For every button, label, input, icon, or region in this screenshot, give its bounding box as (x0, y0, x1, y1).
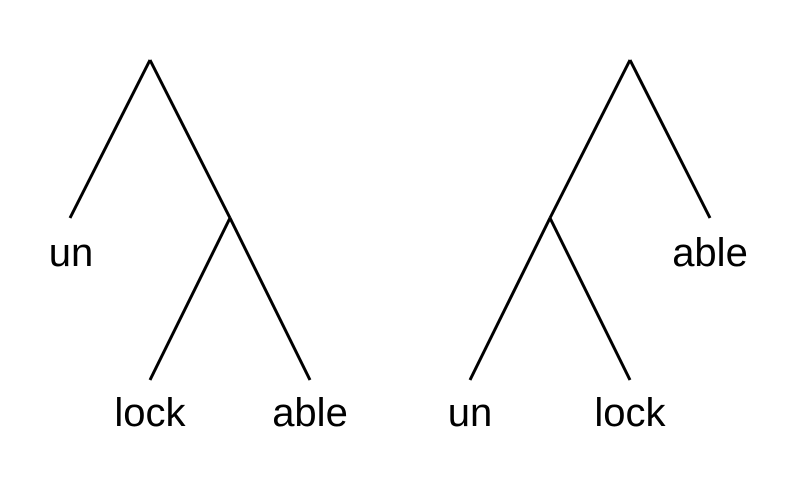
leaf-label-lock: lock (114, 391, 186, 435)
edge-inner-node-to-lock (548, 217, 632, 381)
leaf-label-un: un (49, 231, 94, 275)
edge-inner-node-to-lock (148, 217, 232, 381)
leaf-label-able: able (672, 231, 748, 275)
tree-right: un lock able (448, 59, 748, 435)
leaf-label-lock: lock (594, 391, 666, 435)
tree-left: un lock able (49, 59, 348, 435)
edge-root-to-inner-node (548, 59, 632, 219)
edge-root-to-un (68, 59, 152, 219)
leaf-label-un: un (448, 391, 493, 435)
edge-inner-node-to-able (228, 217, 312, 381)
leaf-label-able: able (272, 391, 348, 435)
edge-inner-node-to-un (468, 217, 552, 381)
edge-root-to-able (628, 59, 712, 219)
edge-root-to-inner-node (148, 59, 232, 219)
